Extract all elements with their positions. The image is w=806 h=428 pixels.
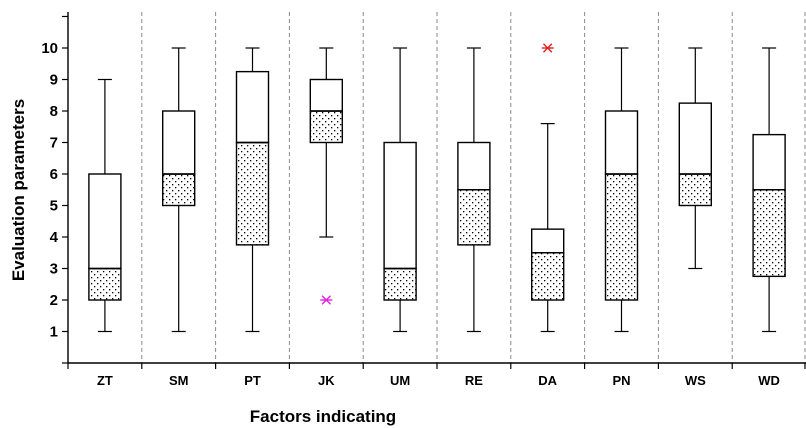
y-tick-label: 5: [50, 198, 58, 215]
x-tick-label: DA: [538, 373, 557, 388]
box-da: [531, 122, 565, 333]
upper-box: [604, 110, 639, 175]
box-sm: [161, 47, 196, 333]
box-pt: [235, 47, 270, 333]
lower-box: [161, 173, 196, 207]
x-tick-label: ZT: [97, 373, 113, 388]
box-pn: [604, 47, 639, 333]
box-jk: [309, 47, 343, 238]
y-tick-label: 9: [50, 72, 58, 89]
y-tick-label: 2: [50, 292, 58, 309]
upper-box: [752, 133, 786, 191]
upper-box: [88, 173, 122, 270]
upper-box: [457, 141, 491, 191]
x-tick-label: SM: [169, 373, 189, 388]
box-wd: [752, 47, 786, 333]
upper-box: [383, 141, 417, 270]
x-tick-label: WD: [758, 373, 780, 388]
upper-box: [678, 102, 712, 175]
lower-box: [309, 110, 343, 144]
box-ws: [678, 47, 712, 270]
box-zt: [88, 78, 122, 333]
x-tick-label: PN: [612, 373, 630, 388]
y-tick-label: 7: [50, 135, 58, 152]
upper-box: [161, 110, 196, 175]
upper-box: [531, 228, 565, 254]
lower-box: [457, 189, 491, 246]
lower-box: [604, 173, 639, 301]
lower-box: [383, 267, 417, 301]
y-tick-label: 1: [50, 324, 58, 341]
box-um: [383, 47, 417, 333]
y-tick-label: 4: [50, 229, 59, 246]
x-tick-label: JK: [318, 373, 335, 388]
y-axis-title: Evaluation parameters: [9, 99, 28, 281]
axes: [62, 12, 806, 369]
x-tick-label: PT: [244, 373, 261, 388]
x-axis-title: Factors indicating: [250, 407, 396, 426]
x-tick-label: UM: [390, 373, 410, 388]
lower-box: [88, 267, 122, 301]
y-tick-label: 10: [41, 40, 58, 57]
upper-box: [235, 70, 270, 144]
category-separators: [141, 12, 806, 363]
outlier-stroke: [543, 43, 553, 53]
lower-box: [531, 252, 565, 301]
outlier-da: [541, 43, 554, 53]
outlier-stroke: [321, 295, 331, 305]
y-tick-label: 6: [50, 166, 58, 183]
y-tick-label: 8: [50, 103, 58, 120]
lower-box: [678, 173, 712, 207]
boxes: [88, 47, 786, 333]
tick-labels: 1 2 3 4 5 6 7 8 9 10 ZT SM PT JK UM RE DA PN WS WD: [41, 40, 780, 388]
y-tick-label: 3: [50, 261, 58, 278]
lower-box: [752, 189, 786, 278]
upper-box: [309, 78, 343, 112]
outlier-jk: [320, 295, 333, 305]
outliers: [320, 43, 554, 305]
lower-box: [235, 141, 270, 246]
x-tick-label: WS: [685, 373, 706, 388]
box-re: [457, 47, 491, 333]
x-tick-label: RE: [465, 373, 483, 388]
